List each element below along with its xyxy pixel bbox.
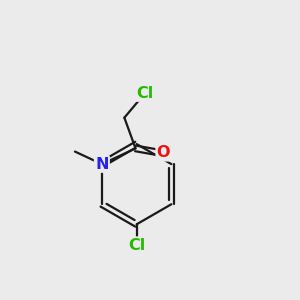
Text: Cl: Cl — [128, 238, 145, 253]
Text: O: O — [157, 145, 170, 160]
Text: N: N — [95, 157, 109, 172]
Text: Cl: Cl — [136, 85, 154, 100]
